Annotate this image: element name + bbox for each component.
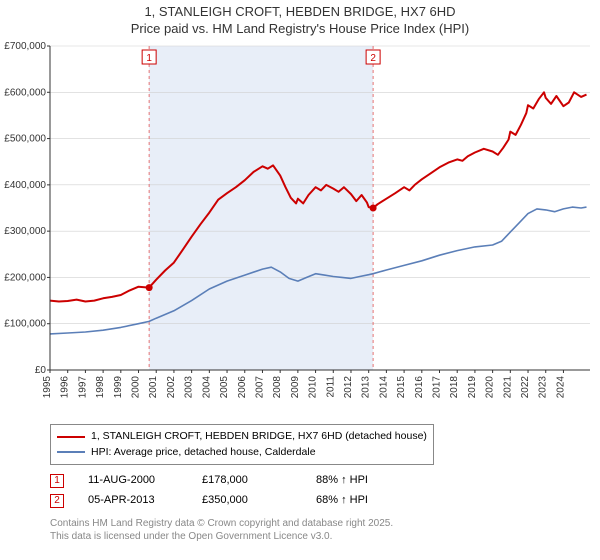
event-marker-box: 1 bbox=[50, 474, 64, 488]
xtick-label: 2020 bbox=[485, 375, 496, 398]
marker-point-1 bbox=[146, 284, 153, 291]
ytick-label: £100,000 bbox=[4, 318, 46, 329]
xtick-label: 2018 bbox=[449, 375, 460, 398]
legend-swatch bbox=[57, 436, 85, 438]
legend-row: HPI: Average price, detached house, Cald… bbox=[57, 445, 427, 461]
events-table: 1 11-AUG-2000 £178,000 88% ↑ HPI 2 05-APR-201… bbox=[50, 471, 600, 511]
chart-title-block: 1, STANLEIGH CROFT, HEBDEN BRIDGE, HX7 6… bbox=[0, 0, 600, 40]
xtick-label: 1997 bbox=[77, 375, 88, 398]
event-date: 11-AUG-2000 bbox=[88, 471, 178, 491]
xtick-label: 2014 bbox=[378, 375, 389, 398]
xtick-label: 2017 bbox=[432, 375, 443, 398]
xtick-label: 1995 bbox=[42, 375, 53, 398]
title-line-2: Price paid vs. HM Land Registry's House … bbox=[0, 21, 600, 38]
event-date: 05-APR-2013 bbox=[88, 491, 178, 511]
xtick-label: 2015 bbox=[396, 375, 407, 398]
xtick-label: 2012 bbox=[343, 375, 354, 398]
xtick-label: 1999 bbox=[113, 375, 124, 398]
ytick-label: £500,000 bbox=[4, 133, 46, 144]
event-hpi: 88% ↑ HPI bbox=[316, 471, 406, 491]
xtick-label: 2005 bbox=[219, 375, 230, 398]
xtick-label: 2021 bbox=[502, 375, 513, 398]
ytick-label: £300,000 bbox=[4, 226, 46, 237]
event-price: £178,000 bbox=[202, 471, 292, 491]
xtick-label: 2008 bbox=[272, 375, 283, 398]
ytick-label: £400,000 bbox=[4, 180, 46, 191]
ytick-label: £600,000 bbox=[4, 87, 46, 98]
legend: 1, STANLEIGH CROFT, HEBDEN BRIDGE, HX7 6… bbox=[50, 424, 434, 466]
xtick-label: 2007 bbox=[254, 375, 265, 398]
xtick-label: 1996 bbox=[60, 375, 71, 398]
xtick-label: 2016 bbox=[414, 375, 425, 398]
event-hpi: 68% ↑ HPI bbox=[316, 491, 406, 511]
xtick-label: 2019 bbox=[467, 375, 478, 398]
legend-swatch bbox=[57, 451, 85, 453]
xtick-label: 2009 bbox=[290, 375, 301, 398]
marker-point-2 bbox=[370, 204, 377, 211]
title-line-1: 1, STANLEIGH CROFT, HEBDEN BRIDGE, HX7 6… bbox=[0, 4, 600, 21]
footer-line-2: This data is licensed under the Open Gov… bbox=[50, 530, 600, 543]
xtick-label: 2001 bbox=[148, 375, 159, 398]
ytick-label: £700,000 bbox=[4, 41, 46, 52]
xtick-label: 2006 bbox=[237, 375, 248, 398]
xtick-label: 2011 bbox=[325, 375, 336, 397]
xtick-label: 2024 bbox=[555, 375, 566, 398]
xtick-label: 2003 bbox=[184, 375, 195, 398]
xtick-label: 2013 bbox=[361, 375, 372, 398]
xtick-label: 2023 bbox=[538, 375, 549, 398]
marker-flag-label-2: 2 bbox=[370, 53, 376, 64]
event-price: £350,000 bbox=[202, 491, 292, 511]
chart-area: 1 2 £0 £100,000 £200,000 £300,000 £400,000 £500… bbox=[0, 40, 600, 420]
xtick-label: 2022 bbox=[520, 375, 531, 398]
event-row: 1 11-AUG-2000 £178,000 88% ↑ HPI bbox=[50, 471, 600, 491]
marker-flag-label-1: 1 bbox=[146, 53, 152, 64]
event-row: 2 05-APR-2013 £350,000 68% ↑ HPI bbox=[50, 491, 600, 511]
event-marker-box: 2 bbox=[50, 494, 64, 508]
footer-attribution: Contains HM Land Registry data © Crown c… bbox=[50, 517, 600, 543]
highlight-band bbox=[149, 46, 373, 370]
legend-row: 1, STANLEIGH CROFT, HEBDEN BRIDGE, HX7 6… bbox=[57, 429, 427, 445]
xtick-label: 1998 bbox=[95, 375, 106, 398]
xtick-label: 2004 bbox=[201, 375, 212, 398]
xtick-label: 2000 bbox=[131, 375, 142, 398]
xtick-label: 2002 bbox=[166, 375, 177, 398]
xtick-label: 2010 bbox=[308, 375, 319, 398]
ytick-label: £0 bbox=[35, 365, 47, 376]
legend-label: 1, STANLEIGH CROFT, HEBDEN BRIDGE, HX7 6… bbox=[91, 429, 427, 445]
legend-label: HPI: Average price, detached house, Cald… bbox=[91, 445, 316, 461]
price-chart-svg: 1 2 £0 £100,000 £200,000 £300,000 £400,000 £500… bbox=[0, 40, 600, 420]
ytick-label: £200,000 bbox=[4, 272, 46, 283]
footer-line-1: Contains HM Land Registry data © Crown c… bbox=[50, 517, 600, 530]
